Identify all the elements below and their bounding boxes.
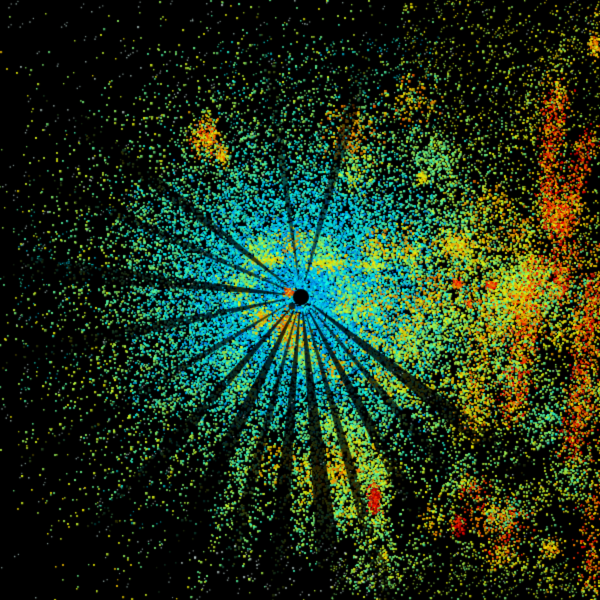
point-cloud-canvas: [0, 0, 600, 600]
page-body: { "meta": { "width": 600, "height": 600,…: [0, 0, 600, 600]
point-cloud-map: [0, 0, 600, 600]
screenshot-root: html,body{margin:0;padding:0;background:…: [0, 0, 600, 600]
